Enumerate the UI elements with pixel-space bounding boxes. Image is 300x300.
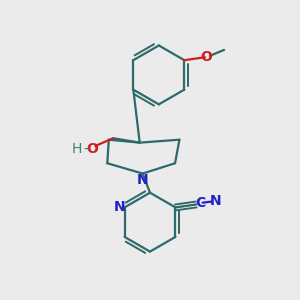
Text: -: - bbox=[83, 141, 88, 156]
Text: O: O bbox=[200, 50, 212, 64]
Text: N: N bbox=[137, 173, 148, 187]
Text: H: H bbox=[71, 142, 82, 155]
Text: N: N bbox=[113, 200, 125, 214]
Text: O: O bbox=[87, 142, 98, 155]
Text: N: N bbox=[209, 194, 221, 208]
Text: C: C bbox=[195, 196, 206, 210]
